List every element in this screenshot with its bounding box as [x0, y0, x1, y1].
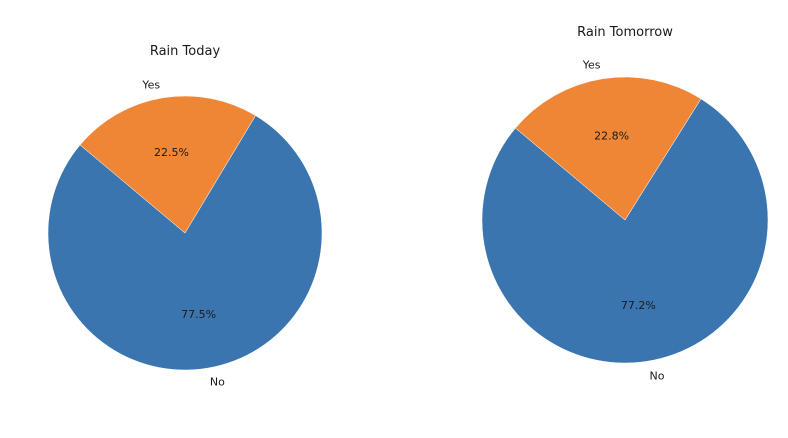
slice-label-no: No	[210, 376, 225, 389]
slice-label-yes: Yes	[141, 78, 160, 91]
pie-chart-1: Rain Today No 77.5% Yes 22.5%	[47, 44, 323, 389]
chart-title: Rain Tomorrow	[577, 25, 673, 40]
pie-chart-2: Rain Tomorrow No 77.2% Yes 22.8%	[481, 25, 769, 382]
pie-slice-no	[481, 98, 769, 364]
slice-label-no: No	[650, 369, 665, 382]
slice-percent-no: 77.2%	[621, 299, 656, 312]
pie-slice-no	[47, 115, 323, 371]
pie-slice-yes	[515, 76, 702, 221]
slice-percent-yes: 22.5%	[154, 146, 189, 159]
chart-title: Rain Today	[150, 44, 221, 59]
slice-percent-no: 77.5%	[181, 308, 216, 321]
slice-label-yes: Yes	[582, 59, 601, 72]
slice-percent-yes: 22.8%	[594, 129, 629, 142]
pie-slice-yes	[79, 95, 256, 234]
